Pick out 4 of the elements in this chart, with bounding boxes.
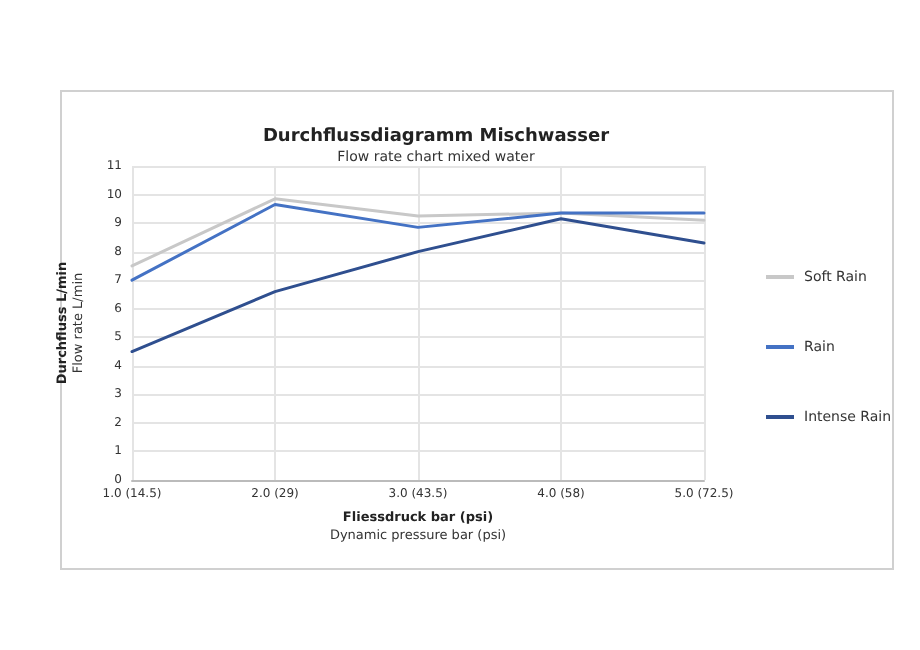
- line-series: [130, 203, 706, 282]
- chart-title: Durchflussdiagramm Mischwasser: [262, 127, 611, 147]
- line-series: [130, 197, 706, 268]
- line-series: [130, 217, 706, 354]
